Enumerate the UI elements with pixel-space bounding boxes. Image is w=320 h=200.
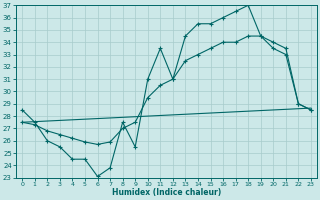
X-axis label: Humidex (Indice chaleur): Humidex (Indice chaleur) (112, 188, 221, 197)
